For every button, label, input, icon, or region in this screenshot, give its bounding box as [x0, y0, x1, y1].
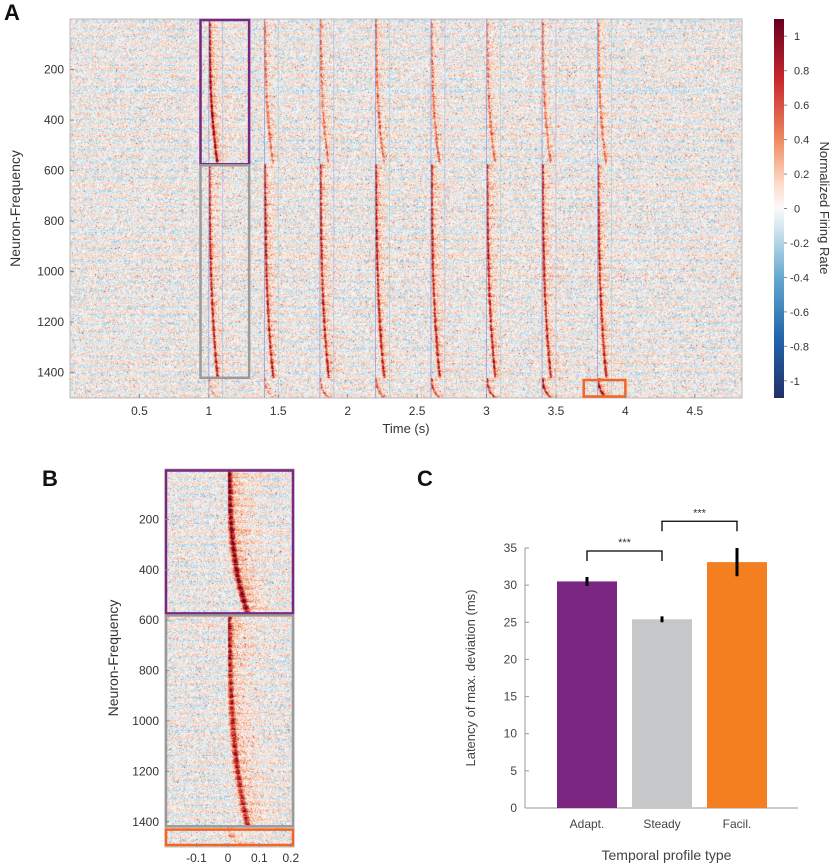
y-tick-label: 200 — [44, 63, 64, 77]
panel-c-bar-chart: 0 5 10 15 20 25 30 35 Adapt. Steady Facil. *** *** Te… — [463, 507, 798, 863]
y-tick-label: 400 — [139, 563, 159, 577]
group-box-2 — [164, 828, 295, 847]
x-tick-label: 0.5 — [131, 404, 148, 418]
colorbar-tick-label: 0 — [794, 204, 800, 216]
group-box-2 — [582, 378, 627, 398]
y-tick-label: 25 — [504, 615, 518, 629]
significance-bracket — [661, 520, 738, 532]
group-box-0 — [164, 469, 295, 615]
y-tick-label: 20 — [504, 652, 518, 666]
colorbar — [774, 19, 784, 398]
panel-label-b: B — [42, 466, 58, 491]
panel-label-a: A — [4, 0, 20, 25]
colorbar-tick-label: -0.4 — [790, 272, 809, 284]
plot-frame — [164, 468, 295, 848]
y-tick-label: 1000 — [132, 714, 159, 728]
panel-label-c: C — [417, 466, 433, 491]
colorbar-tick-label: -0.8 — [790, 341, 809, 353]
x-axis-label: Temporal profile type — [602, 847, 732, 863]
significance-bracket — [586, 550, 663, 561]
colorbar-tick-label: 0.2 — [794, 169, 809, 181]
heatmap-b-canvas — [165, 469, 294, 847]
x-tick-label: 0.1 — [251, 851, 268, 865]
y-tick-label: 30 — [504, 578, 518, 592]
y-tick-label: 1400 — [132, 815, 159, 829]
y-tick-label: 600 — [44, 164, 64, 178]
x-tick-label: 0.2 — [283, 851, 300, 865]
x-tick-label: Facil. — [723, 817, 752, 831]
y-tick-label: 0 — [510, 801, 517, 815]
y-tick-label: 600 — [139, 613, 159, 627]
significance-stars: *** — [618, 537, 632, 549]
plot-frame — [69, 18, 743, 399]
colorbar-label: Normalized Firing Rate — [817, 142, 832, 275]
x-tick-label: 4.5 — [686, 404, 703, 418]
x-tick-label: 3 — [483, 404, 490, 418]
x-tick-label: 2 — [344, 404, 351, 418]
x-tick-label: 1.5 — [270, 404, 287, 418]
y-tick-label: 1000 — [37, 265, 64, 279]
panel-b-axes: -0.100.10.2200400600800100012001400Time … — [105, 468, 300, 865]
y-tick-label: 15 — [504, 690, 518, 704]
y-tick-label: 35 — [504, 541, 518, 555]
y-tick-label: 5 — [510, 764, 517, 778]
y-tick-label: 200 — [139, 512, 159, 526]
y-tick-label: 800 — [44, 214, 64, 228]
bar-adapt — [557, 581, 617, 808]
x-tick-label: 1 — [205, 404, 212, 418]
y-tick-label: 1200 — [132, 764, 159, 778]
x-axis-label: Time (s) — [382, 421, 429, 436]
group-box-1 — [164, 614, 295, 828]
panel-a-axes: 0.5 1 1.5 2 2.5 3 3.5 4 4.5 200 400 600 800 1000 1200 1… — [7, 18, 832, 436]
group-box-1 — [199, 164, 251, 380]
colorbar-tick-label: 0.6 — [794, 100, 809, 112]
group-box-0 — [199, 18, 251, 166]
y-axis-label: Neuron-Frequency — [7, 150, 23, 267]
x-tick-label: Steady — [643, 817, 680, 831]
x-tick-label: 4 — [622, 404, 629, 418]
colorbar-tick-label: -0.6 — [790, 307, 809, 319]
x-tick-label: -0.1 — [186, 851, 207, 865]
colorbar-tick-label: 1 — [794, 31, 800, 43]
bar-steady — [632, 619, 692, 808]
colorbar-tick-label: 0.4 — [794, 135, 809, 147]
y-tick-label: 10 — [504, 727, 518, 741]
colorbar-tick-label: -0.2 — [790, 238, 809, 250]
y-tick-label: 800 — [139, 664, 159, 678]
y-axis-label: Latency of max. deviation (ms) — [463, 589, 478, 766]
colorbar-tick-label: 0.8 — [794, 66, 809, 78]
x-tick-label: 2.5 — [409, 404, 426, 418]
significance-stars: *** — [693, 507, 707, 519]
y-tick-label: 400 — [44, 113, 64, 127]
x-tick-label: 0 — [225, 851, 232, 865]
y-tick-label: 1400 — [37, 366, 64, 380]
y-axis-label: Neuron-Frequency — [105, 600, 121, 717]
colorbar-tick-label: -1 — [790, 376, 800, 388]
x-tick-label: 3.5 — [548, 404, 565, 418]
bar-facil — [707, 562, 767, 808]
x-tick-label: Adapt. — [570, 817, 605, 831]
heatmap-a-canvas — [70, 19, 742, 398]
y-tick-label: 1200 — [37, 315, 64, 329]
